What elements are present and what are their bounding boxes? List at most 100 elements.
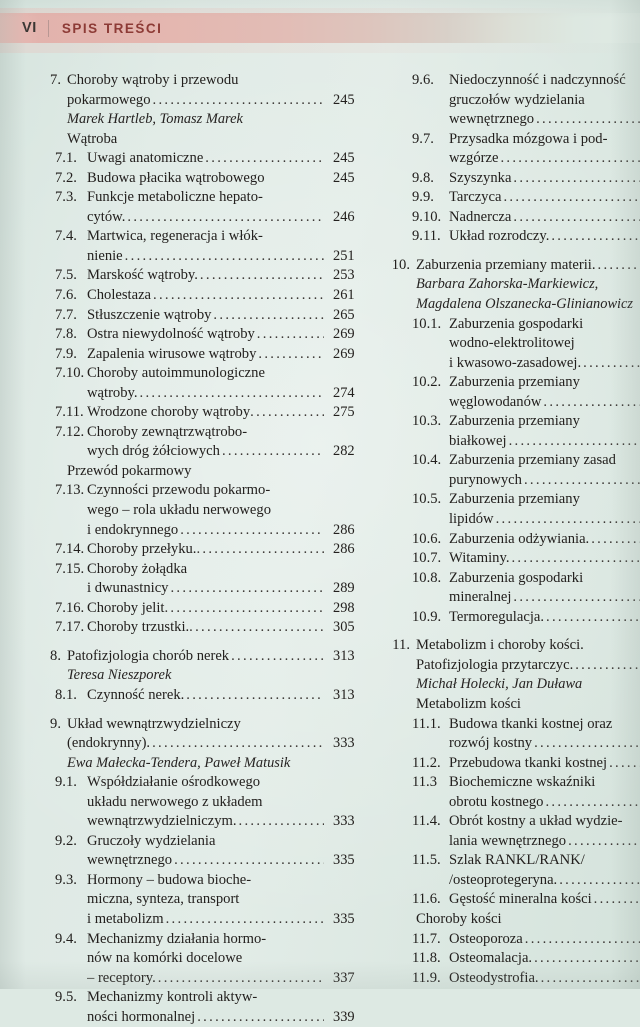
toc-entry[interactable]: 9.10.Nadnercza365 [390,208,640,228]
toc-entry[interactable]: 11.9.Osteodystrofia.456 [390,969,640,989]
toc-entry[interactable]: 10.1.i kwasowo-zasadowej.389 [390,354,640,374]
toc-entry[interactable]: 11.1.rozwój kostny445 [390,734,640,754]
toc-entry[interactable]: 9.9.Tarczyca356 [390,188,640,208]
toc-entry[interactable]: 11.1.Budowa tkanki kostnej oraz [390,715,640,735]
toc-entry-title: Szyszynka [449,169,511,189]
toc-entry[interactable]: 10.2.Zaburzenia przemiany [390,373,640,393]
toc-entry[interactable]: 7.4.Martwica, regeneracja i włók- [45,227,365,247]
toc-entry[interactable]: 10.5.Zaburzenia przemiany [390,490,640,510]
toc-entry-title-wrap: Nadnercza [449,208,640,228]
toc-entry[interactable]: 9.Układ wewnątrzwydzielniczy [45,715,365,735]
toc-entry[interactable]: 10.1.wodno-elektrolitowej [390,334,640,354]
toc-entry[interactable]: 11.5./osteoprotegeryna.449 [390,871,640,891]
toc-entry[interactable]: 9.6.wewnętrznego341 [390,110,640,130]
toc-entry[interactable]: 7.12.wych dróg żółciowych282 [45,442,365,462]
toc-dot-leader [164,599,324,619]
toc-entry[interactable]: 9.6.Niedoczynność i nadczynność [390,71,640,91]
toc-entry[interactable]: 7.13.wego – rola układu nerwowego [45,501,365,521]
toc-entry[interactable]: 10.5.lipidów419 [390,510,640,530]
toc-entry[interactable]: 11.3obrotu kostnego446 [390,793,640,813]
section-spacer [45,706,365,715]
toc-entry[interactable]: 9.6.gruczołów wydzielania [390,91,640,111]
toc-entry[interactable]: 9.1.układu nerwowego z układem [45,793,365,813]
toc-dot-leader [509,432,640,452]
toc-entry[interactable]: 7.14.Choroby przełyku.286 [45,540,365,560]
toc-entry[interactable]: 10.3.Zaburzenia przemiany [390,412,640,432]
toc-dot-leader [231,647,324,667]
toc-entry[interactable]: 11.5.Szlak RANKL/RANK/ [390,851,640,871]
toc-entry[interactable]: 10.4.Zaburzenia przemiany zasad [390,451,640,471]
toc-entry[interactable]: 11.Metabolizm i choroby kości. [390,636,640,656]
toc-entry[interactable]: 11.8.Osteomalacja.455 [390,949,640,969]
toc-entry[interactable]: 10.6.Zaburzenia odżywiania.425 [390,530,640,550]
toc-entry[interactable]: 10.3.białkowej417 [390,432,640,452]
toc-entry[interactable]: 7.15.Choroby żołądka [45,560,365,580]
toc-dot-leader [257,325,324,345]
toc-entry[interactable]: 11.4.lania wewnętrznego449 [390,832,640,852]
toc-entry[interactable]: 9.1.Współdziałanie ośrodkowego [45,773,365,793]
toc-entry[interactable]: 10.Zaburzenia przemiany materii.389 [390,256,640,276]
toc-entry[interactable]: 7.7.Stłuszczenie wątroby265 [45,306,365,326]
toc-entry-title: Zaburzenia odżywiania. [449,530,589,550]
toc-entry[interactable]: 9.3.i metabolizm335 [45,910,365,930]
toc-entry[interactable]: 11.7.Osteoporoza451 [390,930,640,950]
toc-entry-title: Osteoporoza [449,930,523,950]
toc-entry[interactable]: 10.9.Termoregulacja.442 [390,608,640,628]
toc-entry[interactable]: 10.8.mineralnej439 [390,588,640,608]
toc-entry[interactable]: 8.Patofizjologia chorób nerek313 [45,647,365,667]
toc-entry[interactable]: 7.4.nienie251 [45,247,365,267]
toc-entry[interactable]: 11.4.Obrót kostny a układ wydzie- [390,812,640,832]
toc-entry[interactable]: 7.13.Czynności przewodu pokarmo- [45,481,365,501]
toc-entry-title-wrap: Funkcje metaboliczne hepato- [87,188,324,208]
toc-entry[interactable]: 9.4.Mechanizmy działania hormo- [45,930,365,950]
toc-dot-leader [575,656,640,676]
toc-dot-leader [258,345,324,365]
toc-entry[interactable]: 9.8.Szyszynka355 [390,169,640,189]
toc-entry[interactable]: 7.3.Funkcje metaboliczne hepato- [45,188,365,208]
toc-entry[interactable]: 7.11.Wrodzone choroby wątroby275 [45,403,365,423]
toc-dot-leader [153,286,324,306]
toc-entry[interactable]: 10.8.Zaburzenia gospodarki [390,569,640,589]
toc-entry[interactable]: 7.8.Ostra niewydolność wątroby269 [45,325,365,345]
toc-entry[interactable]: 10.1.Zaburzenia gospodarki [390,315,640,335]
toc-entry[interactable]: 7.13.i endokrynnego286 [45,521,365,541]
toc-dot-leader [525,930,640,950]
toc-entry[interactable]: 10.2.węglowodanów407 [390,393,640,413]
toc-entry[interactable]: 11.2.Przebudowa tkanki kostnej446 [390,754,640,774]
toc-entry[interactable]: 7.12.Choroby zewnątrzwątrobo- [45,423,365,443]
toc-entry[interactable]: 7.15.i dwunastnicy289 [45,579,365,599]
toc-entry-title-wrap: i metabolizm [87,910,324,930]
toc-entry[interactable]: 10.7.Witaminy.433 [390,549,640,569]
toc-entry[interactable]: 9.(endokrynny).333 [45,734,365,754]
toc-entry[interactable]: 10.4.purynowych418 [390,471,640,491]
toc-entry[interactable]: 7.1.Uwagi anatomiczne245 [45,149,365,169]
toc-entry[interactable]: 7.16.Choroby jelit298 [45,599,365,619]
toc-entry[interactable]: 9.2.wewnętrznego335 [45,851,365,871]
toc-entry[interactable]: 11.Patofizjologia przytarczyc.445 [390,656,640,676]
toc-entry[interactable]: 9.5.Mechanizmy kontroli aktyw- [45,988,365,1008]
toc-entry[interactable]: 7.3.cytów.246 [45,208,365,228]
toc-entry[interactable]: 9.2.Gruczoły wydzielania [45,832,365,852]
toc-entry[interactable]: 11.6.Gęstość mineralna kości450 [390,890,640,910]
toc-entry[interactable]: 9.4.– receptory.337 [45,969,365,989]
toc-entry[interactable]: 7.10.Choroby autoimmunologiczne [45,364,365,384]
toc-entry[interactable]: 9.7.wzgórze341 [390,149,640,169]
toc-entry-title: Gęstość mineralna kości [449,890,592,910]
toc-entry[interactable]: 7.pokarmowego245 [45,91,365,111]
toc-entry[interactable]: 9.3.Hormony – budowa bioche- [45,871,365,891]
toc-entry[interactable]: 9.7.Przysadka mózgowa i pod- [390,130,640,150]
toc-entry[interactable]: 7.10.wątroby.274 [45,384,365,404]
toc-entry[interactable]: 7.9.Zapalenia wirusowe wątroby269 [45,345,365,365]
toc-entry[interactable]: 8.1.Czynność nerek.313 [45,686,365,706]
toc-entry[interactable]: 7.Choroby wątroby i przewodu [45,71,365,91]
toc-entry[interactable]: 7.6.Cholestaza261 [45,286,365,306]
toc-entry[interactable]: 9.1.wewnątrzwydzielniczym.333 [45,812,365,832]
toc-entry[interactable]: 7.17.Choroby trzustki.305 [45,618,365,638]
toc-entry[interactable]: 9.3.miczna, synteza, transport [45,890,365,910]
toc-entry[interactable]: 7.5.Marskość wątroby.253 [45,266,365,286]
toc-entry[interactable]: 9.11.Układ rozrodczy.379 [390,227,640,247]
toc-entry[interactable]: 9.4.nów na komórki docelowe [45,949,365,969]
toc-entry[interactable]: 9.5.ności hormonalnej339 [45,1008,365,1027]
